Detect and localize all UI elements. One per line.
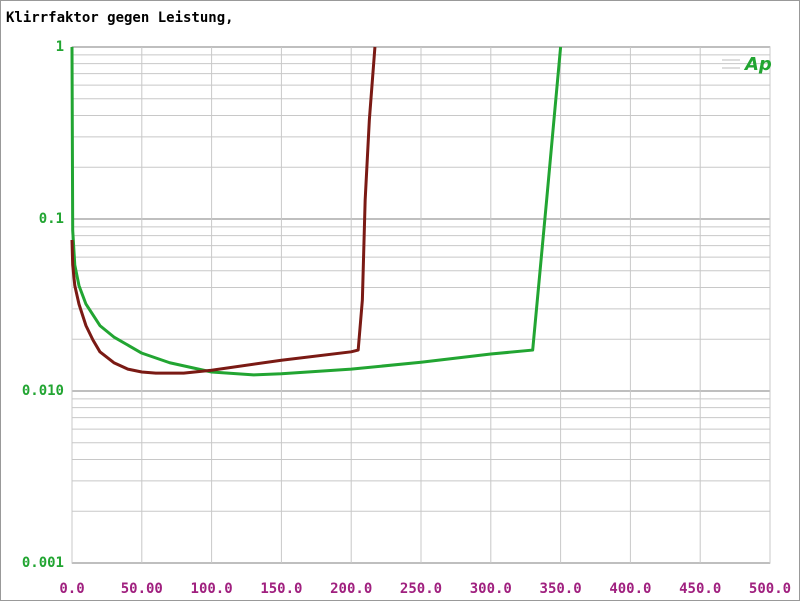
x-tick-label: 350.0 bbox=[540, 581, 582, 597]
y-tick-label: 1 bbox=[56, 39, 64, 55]
x-tick-label: 250.0 bbox=[400, 581, 442, 597]
x-tick-label: 200.0 bbox=[330, 581, 372, 597]
x-tick-label: 50.00 bbox=[121, 581, 163, 597]
x-tick-label: 450.0 bbox=[679, 581, 721, 597]
x-tick-label: 100.0 bbox=[191, 581, 233, 597]
x-tick-label: 0.0 bbox=[59, 581, 84, 597]
chart-title: Klirrfaktor gegen Leistung, bbox=[6, 10, 234, 26]
x-tick-label: 300.0 bbox=[470, 581, 512, 597]
x-tick-label: 400.0 bbox=[609, 581, 651, 597]
x-tick-label: 150.0 bbox=[260, 581, 302, 597]
y-tick-label: 0.010 bbox=[22, 383, 64, 399]
logo: Ap bbox=[743, 54, 772, 75]
x-tick-label: 500.0 bbox=[749, 581, 791, 597]
series-line bbox=[70, 46, 563, 377]
y-tick-label: 0.001 bbox=[22, 555, 64, 571]
y-tick-label: 0.1 bbox=[39, 211, 64, 227]
series-line bbox=[70, 46, 377, 375]
